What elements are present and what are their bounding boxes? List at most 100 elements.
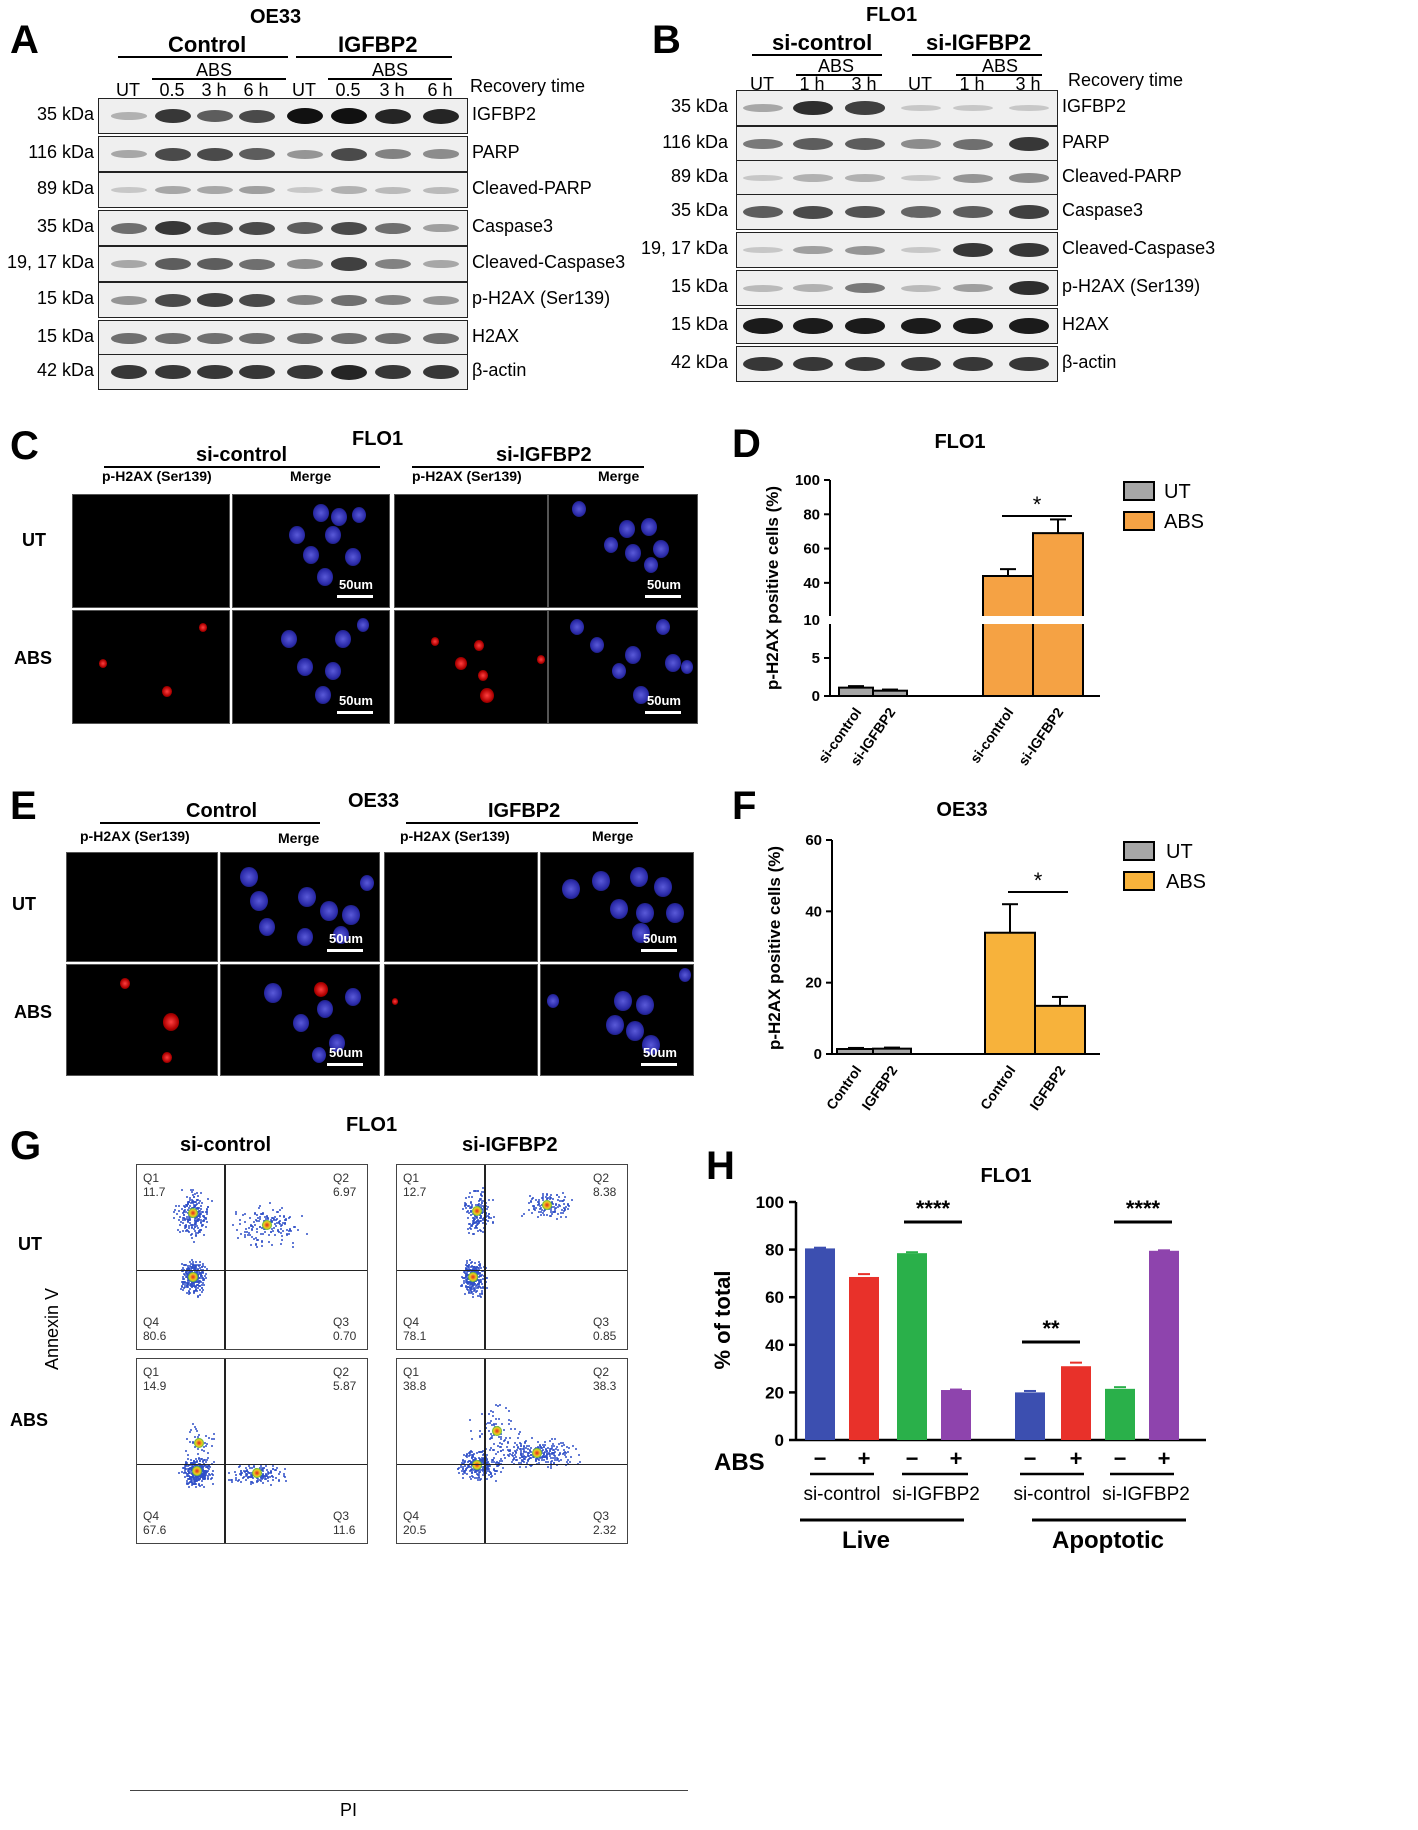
y-tick-label: 20 [765,1383,784,1402]
flow-event [466,1268,469,1271]
flow-event [491,1423,494,1426]
flow-event [273,1234,276,1237]
flow-event [472,1233,475,1236]
flow-event [277,1222,280,1225]
flow-event [188,1475,191,1478]
flow-event [249,1225,252,1228]
flow-event [481,1466,484,1469]
flow-event [481,1454,484,1457]
flow-event [196,1192,199,1195]
flow-event [509,1450,512,1453]
flow-event [489,1437,492,1440]
nucleus [259,917,275,937]
flow-event [491,1436,494,1439]
flow-event [203,1476,206,1479]
flow-event [187,1267,190,1270]
scale-bar [641,949,677,952]
flow-event [244,1473,247,1476]
flow-event [184,1276,187,1279]
quadrant-q4-label: Q4 [403,1315,420,1329]
flow-event [479,1429,482,1432]
blot-strip [736,308,1058,344]
blot-band [155,147,191,161]
flow-event [465,1266,468,1269]
flow-event [186,1200,189,1203]
flow-event [469,1449,472,1452]
flow-event [465,1278,468,1281]
flow-event [471,1264,474,1267]
blot-band [155,293,191,307]
blot-band [953,206,993,218]
flow-event [481,1293,484,1296]
flow-event [466,1274,469,1277]
flow-event [234,1210,237,1213]
flow-event [538,1462,541,1465]
flow-event [557,1442,560,1445]
flow-event [183,1224,186,1227]
flow-event [469,1223,472,1226]
flow-event [194,1475,197,1478]
flow-event [539,1446,542,1449]
flow-event [472,1289,475,1292]
axis-break-gap [820,616,1120,624]
flow-event [540,1445,543,1448]
legend-swatch [1123,841,1155,861]
flow-event [462,1207,465,1210]
blot-band [901,246,941,254]
flow-density-core [262,1220,272,1230]
flow-event [204,1476,207,1479]
flow-event [568,1447,571,1450]
quadrant-q2-value: 38.3 [593,1379,617,1393]
blot-band [793,318,833,334]
y-tick-label: 80 [765,1241,784,1260]
flow-event [516,1448,519,1451]
flow-event [273,1227,276,1230]
nucleus [636,994,654,1016]
flow-event [503,1456,506,1459]
flow-event [187,1471,190,1474]
flow-event [529,1200,532,1203]
row-label-abs: ABS [14,1002,53,1022]
flow-event [513,1428,516,1431]
flow-event [251,1236,254,1239]
flow-event [482,1199,485,1202]
flow-event [200,1201,203,1204]
flow-event [197,1218,200,1221]
flow-event [195,1288,198,1291]
flow-event [519,1448,522,1451]
flow-event [552,1454,555,1457]
flow-event [234,1476,237,1479]
flow-event [470,1209,473,1212]
flow-event [193,1204,195,1207]
flow-event [187,1474,190,1477]
flow-event [191,1259,194,1262]
flow-event [557,1448,560,1451]
flow-event [182,1278,185,1281]
flow-event [522,1461,525,1464]
flow-event [564,1196,567,1199]
flow-event [535,1206,538,1209]
flow-event [536,1204,539,1207]
flow-event [468,1196,471,1199]
flow-event [547,1461,550,1464]
flow-event [244,1213,247,1216]
flow-event [551,1198,554,1201]
flow-event [296,1229,299,1232]
flow-event [249,1244,252,1247]
micrograph-merge-ut: 50um [220,852,380,962]
flow-event [172,1217,175,1220]
flow-event [466,1453,469,1456]
nucleus [325,525,341,545]
flow-event [537,1210,540,1213]
flow-event [234,1212,237,1215]
flow-event [545,1193,548,1196]
nucleus [570,618,584,636]
flow-event [481,1290,484,1293]
flow-event [542,1193,545,1196]
flow-event [470,1289,473,1292]
flow-event [463,1282,466,1285]
quadrant-q1-label: Q1 [403,1171,420,1185]
flow-event [505,1406,508,1409]
flow-event [467,1217,470,1220]
flow-event [256,1246,259,1248]
